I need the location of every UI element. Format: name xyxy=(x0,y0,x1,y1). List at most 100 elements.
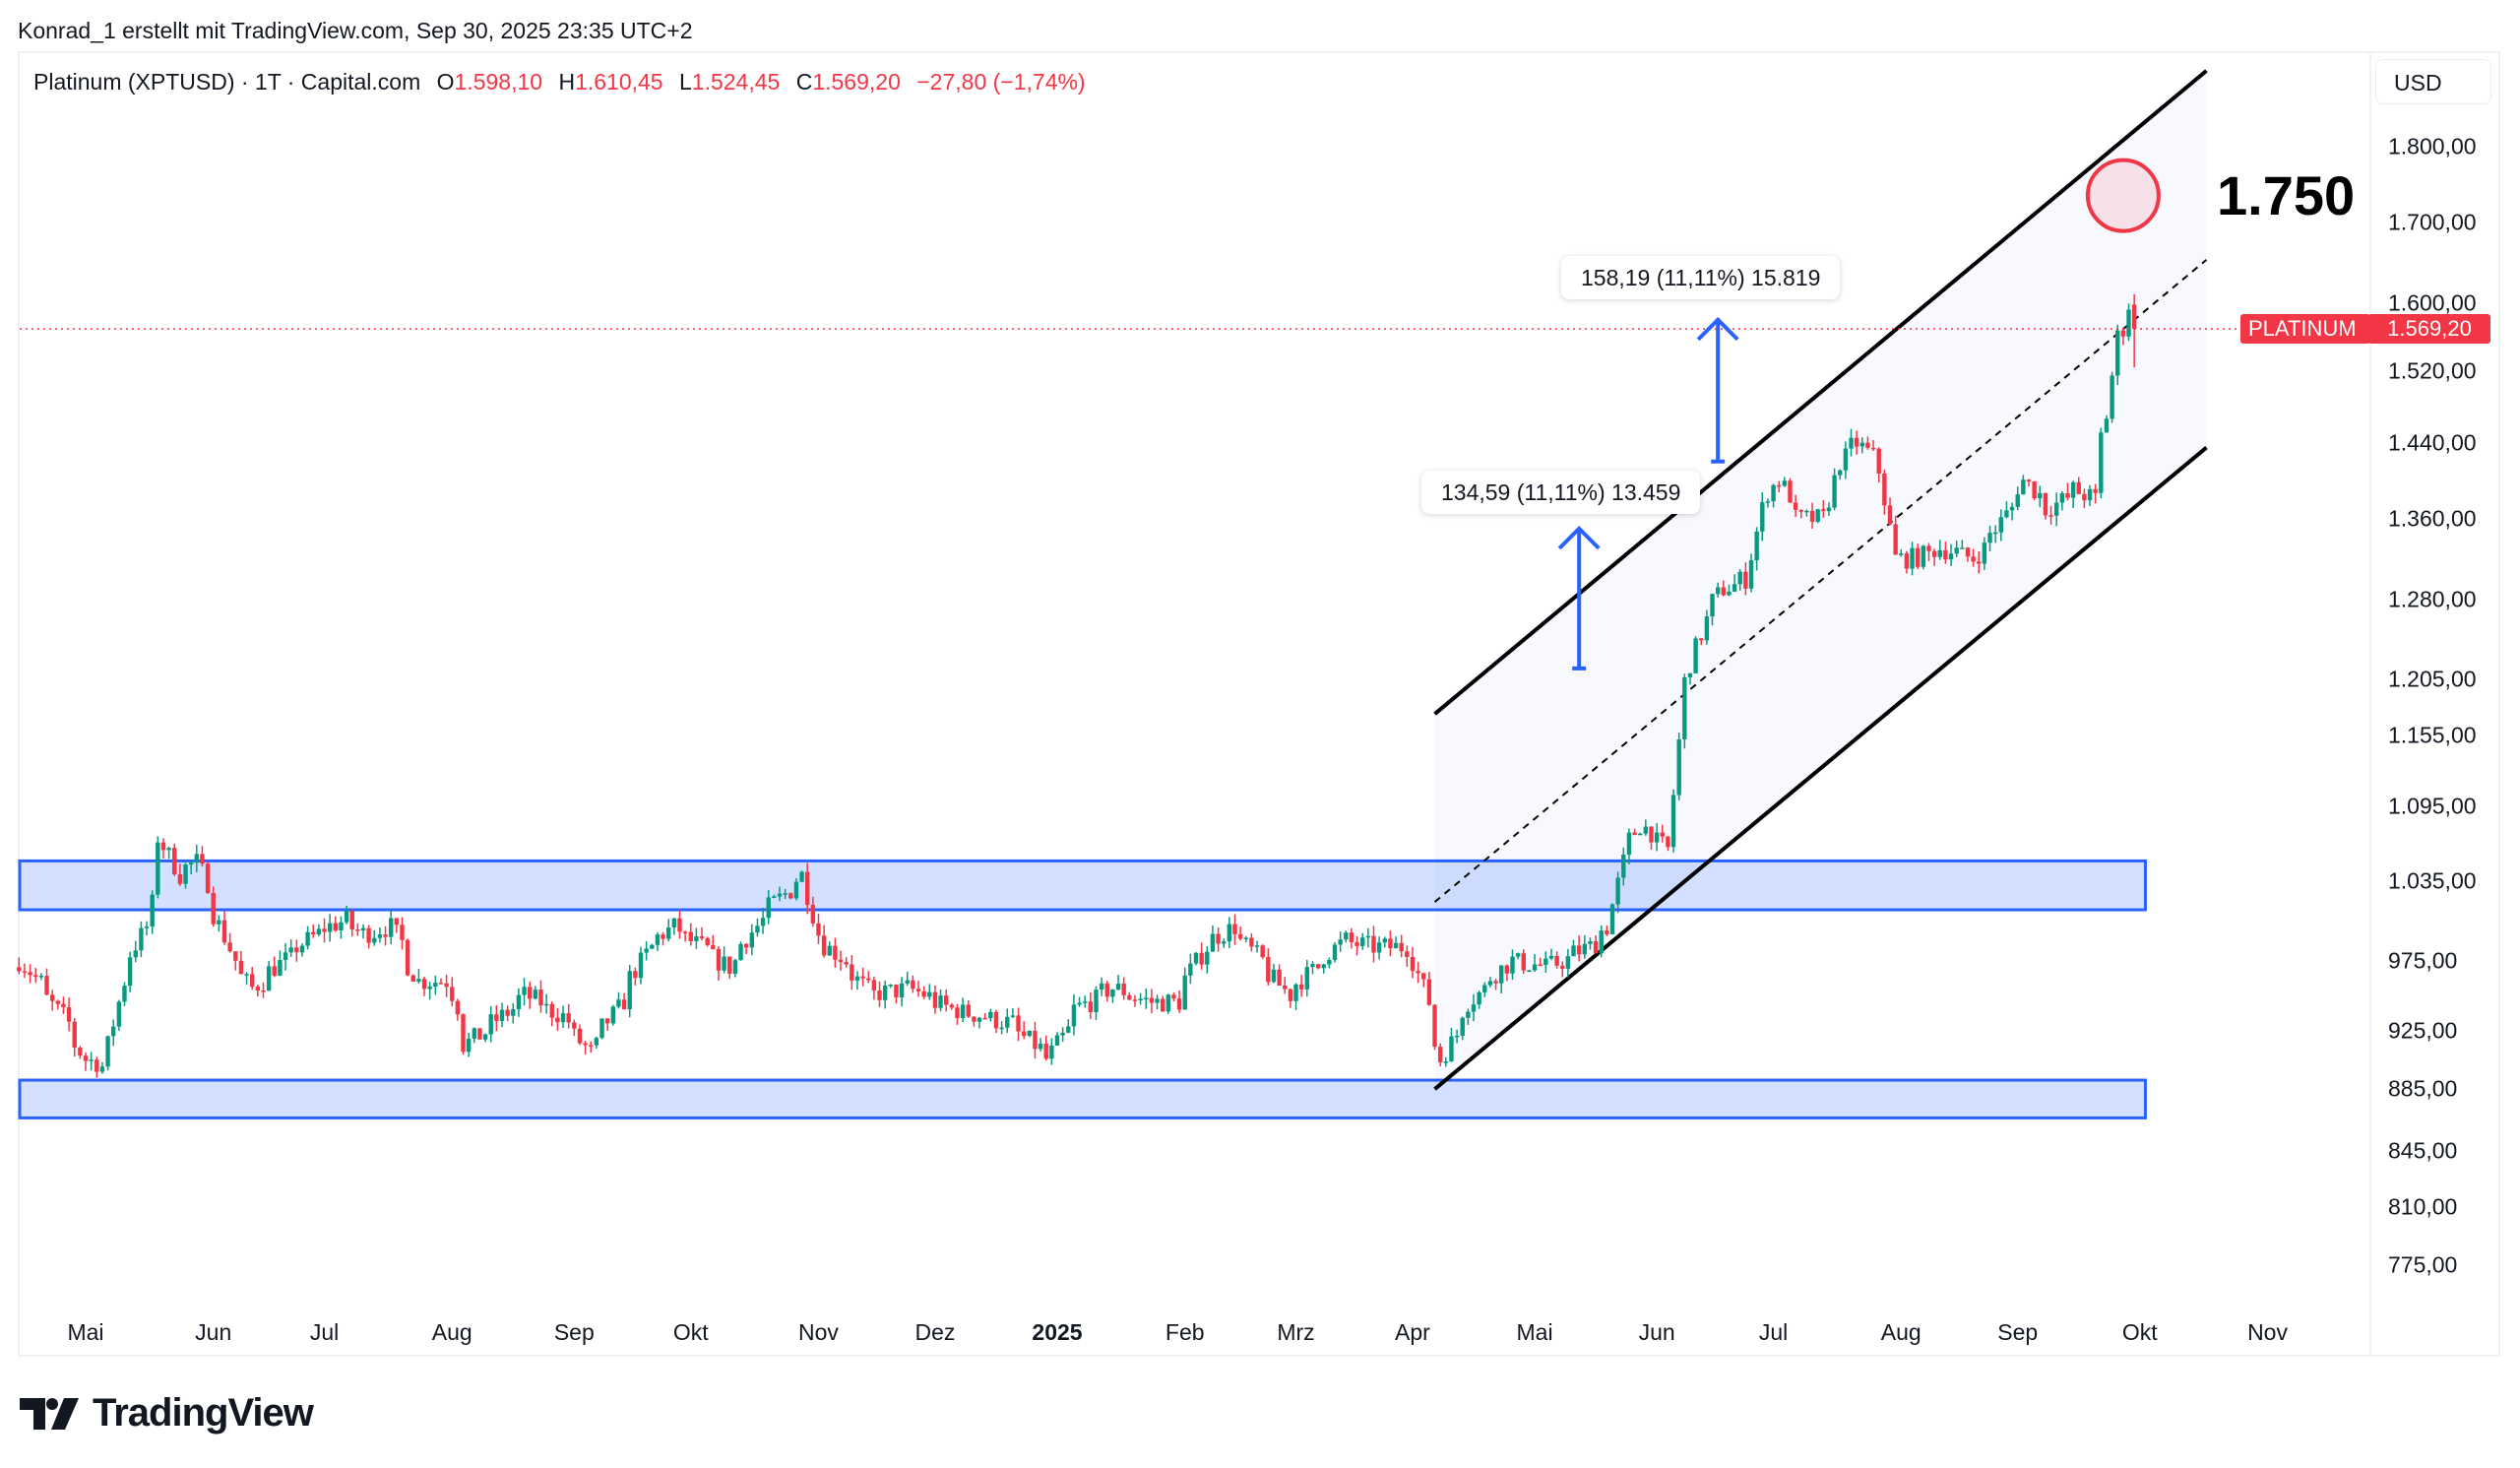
candle xyxy=(1960,540,1965,549)
candle-body xyxy=(1998,517,2003,533)
candle-body xyxy=(472,1028,476,1039)
candle-body xyxy=(755,925,760,933)
candle xyxy=(1748,553,1754,593)
candle-body xyxy=(1876,448,1881,474)
tradingview-logo[interactable]: TradingView xyxy=(20,1391,314,1436)
symbol-price-tag: PLATINUM xyxy=(2240,314,2370,344)
candle xyxy=(383,925,388,946)
candle xyxy=(1449,1027,1454,1062)
candle xyxy=(28,964,32,984)
candle xyxy=(833,937,838,968)
candle xyxy=(1060,1027,1065,1043)
candle xyxy=(1743,562,1748,596)
measure-label-2[interactable]: 158,19 (11,11%) 15.819 xyxy=(1561,256,1841,299)
candle xyxy=(1565,948,1571,978)
candle-body xyxy=(322,928,327,932)
time-tick-label: Jul xyxy=(309,1319,340,1345)
candle-body xyxy=(1532,964,1538,971)
price-tick-label: 810,00 xyxy=(2388,1193,2458,1220)
candle-body xyxy=(227,942,232,952)
candle xyxy=(911,975,915,993)
candle-body xyxy=(1943,549,1948,560)
candle-body xyxy=(1010,1015,1016,1017)
candle xyxy=(250,966,255,989)
candle-body xyxy=(1798,509,1803,512)
symbol-title[interactable]: Platinum (XPTUSD) · 1T · Capital.com xyxy=(33,69,421,95)
candle-body xyxy=(2110,375,2114,419)
candle-body xyxy=(1399,942,1404,952)
candle xyxy=(1371,925,1376,963)
candle xyxy=(599,1018,604,1040)
candle xyxy=(2099,427,2104,499)
currency-button[interactable]: USD xyxy=(2375,59,2491,104)
candle xyxy=(743,942,749,955)
candle xyxy=(972,1016,976,1027)
candle-body xyxy=(1960,547,1965,549)
measure-label-1[interactable]: 134,59 (11,11%) 13.459 xyxy=(1421,471,1701,514)
candle-body xyxy=(1965,547,1971,557)
candle-body xyxy=(533,989,538,999)
candle xyxy=(549,1001,554,1027)
candle-body xyxy=(860,976,865,979)
candle xyxy=(299,943,305,957)
candle xyxy=(83,1053,89,1071)
candle xyxy=(200,846,205,867)
candle-body xyxy=(882,985,888,1000)
candle xyxy=(1727,584,1732,597)
candle-body xyxy=(976,1017,982,1022)
candle xyxy=(1643,819,1649,836)
candle xyxy=(2076,477,2081,495)
candle-body xyxy=(188,862,194,864)
candle-body xyxy=(772,896,777,898)
candle xyxy=(1437,1043,1443,1067)
candle-body xyxy=(139,927,144,951)
candle xyxy=(677,910,682,939)
high-key: H xyxy=(558,69,576,95)
candle xyxy=(1899,548,1904,557)
candle xyxy=(1332,941,1338,963)
candle-body xyxy=(694,936,699,941)
candle-body xyxy=(1132,999,1138,1001)
candle-body xyxy=(1649,826,1654,843)
candle-body xyxy=(1365,935,1371,938)
candle-body xyxy=(78,1047,83,1056)
candle xyxy=(1982,537,1987,570)
candle xyxy=(1477,990,1481,1009)
candle-body xyxy=(1609,904,1615,934)
chart-frame[interactable] xyxy=(18,51,2500,1357)
candle-body xyxy=(633,971,638,979)
candle xyxy=(1338,931,1343,952)
candle xyxy=(482,1033,488,1043)
candle xyxy=(960,997,966,1023)
time-tick-label: Feb xyxy=(1165,1319,1205,1345)
candle-body xyxy=(1227,924,1232,942)
candle-body xyxy=(1160,998,1166,1012)
candle xyxy=(1876,447,1881,483)
candle-body xyxy=(1293,984,1298,1001)
candle-body xyxy=(177,874,183,884)
candle xyxy=(1649,826,1654,851)
candle-body xyxy=(377,934,383,938)
candle xyxy=(194,844,199,872)
measure-arrows xyxy=(1557,316,1739,670)
candle-body xyxy=(1571,945,1576,957)
candle xyxy=(727,956,732,980)
candle-body xyxy=(1605,930,1609,934)
candle-body xyxy=(1499,965,1504,984)
candle xyxy=(1660,824,1665,843)
candle-body xyxy=(105,1036,110,1067)
candle-body xyxy=(1382,938,1387,943)
candle xyxy=(927,984,932,1000)
candle-body xyxy=(915,989,921,991)
candle-body xyxy=(921,990,926,997)
candle xyxy=(1193,952,1199,966)
candle xyxy=(1066,1019,1071,1034)
candle-body xyxy=(621,999,627,1010)
candle xyxy=(116,999,122,1032)
candle-body xyxy=(1471,1004,1477,1012)
candle xyxy=(1454,1029,1460,1044)
candle xyxy=(2104,415,2110,433)
target-price-label[interactable]: 1.750 xyxy=(2217,164,2356,226)
candle-body xyxy=(677,918,682,932)
